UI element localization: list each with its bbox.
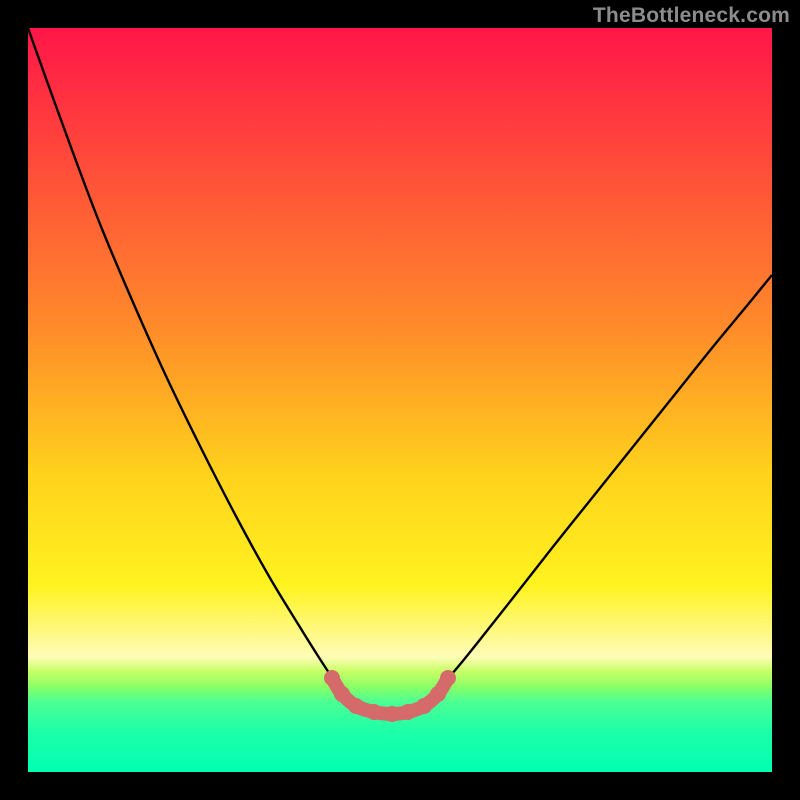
trough-dot — [334, 686, 350, 702]
trough-dot — [416, 698, 432, 714]
watermark-text: TheBottleneck.com — [593, 4, 790, 28]
trough-dot — [430, 686, 446, 702]
trough-dot — [384, 706, 400, 722]
trough-dot — [400, 704, 416, 720]
bottleneck-curve-chart — [0, 0, 800, 800]
chart-stage: TheBottleneck.com — [0, 0, 800, 800]
plot-background — [28, 28, 772, 772]
trough-dot — [348, 698, 364, 714]
trough-dot — [366, 704, 382, 720]
trough-dot — [440, 670, 456, 686]
trough-dot — [324, 670, 340, 686]
